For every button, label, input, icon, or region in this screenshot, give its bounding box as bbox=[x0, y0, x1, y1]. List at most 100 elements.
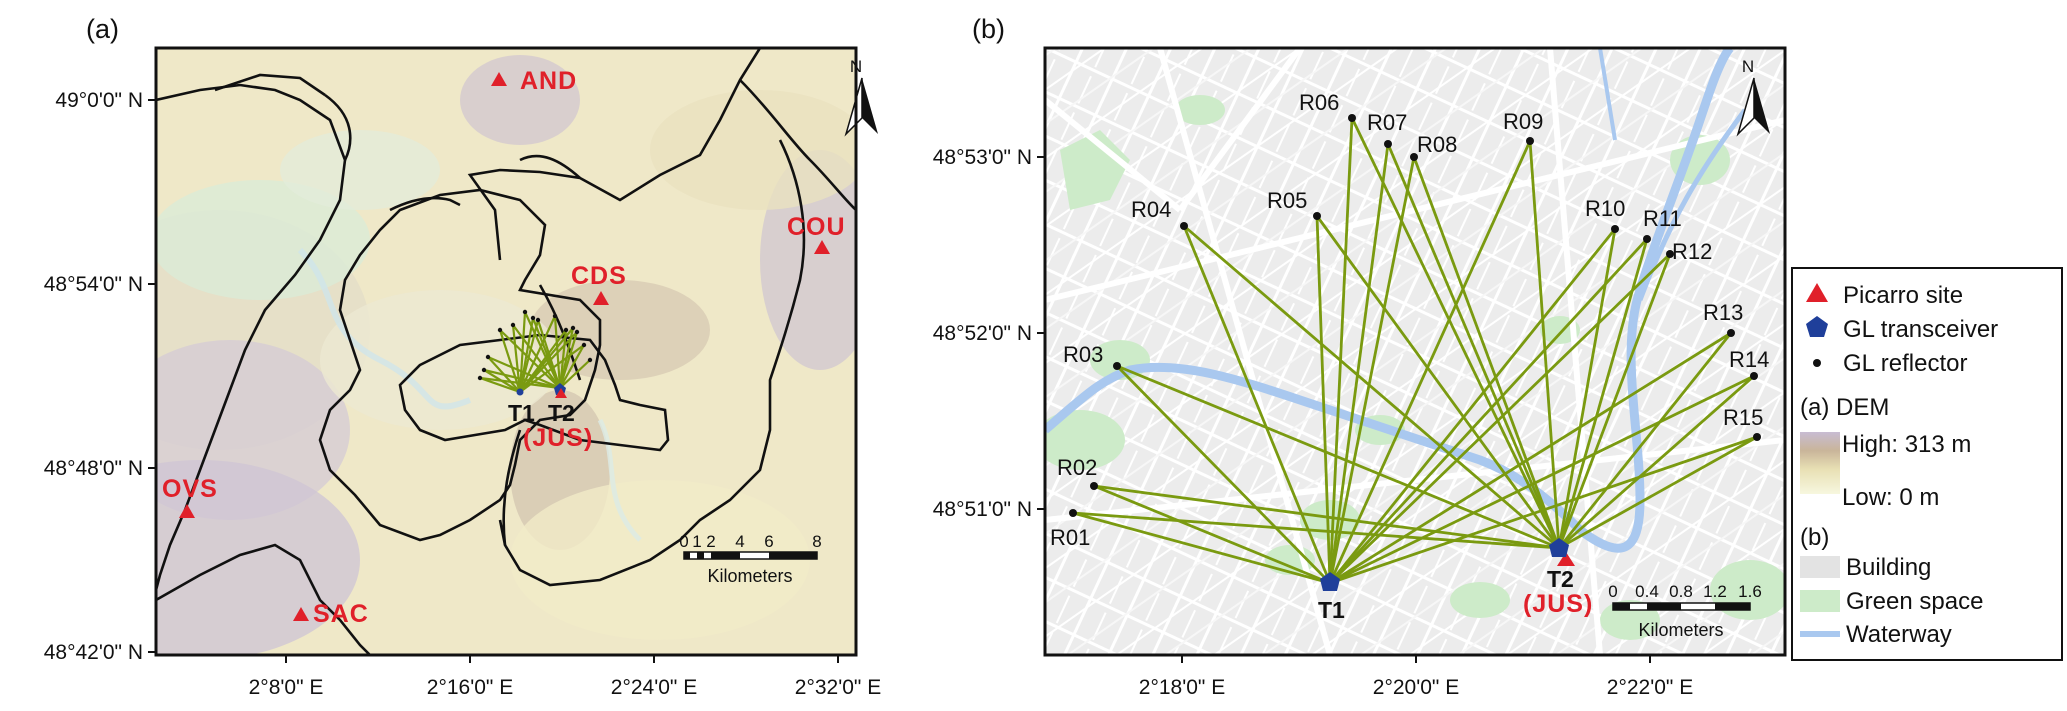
t1-marker bbox=[1320, 572, 1340, 591]
reflector-r10 bbox=[1611, 225, 1619, 233]
reflector-r15 bbox=[1753, 433, 1761, 441]
legend-dem-high: High: 313 m bbox=[1842, 431, 1971, 458]
north-label-b: N bbox=[1742, 57, 1754, 76]
reflector-r08 bbox=[1410, 153, 1418, 161]
reflector-r03 bbox=[1113, 362, 1121, 370]
reflector-dots bbox=[1069, 114, 1761, 517]
legend-b-title: (b) bbox=[1800, 524, 1829, 551]
legend-green: Green space bbox=[1846, 588, 1983, 615]
reflector-r14 bbox=[1750, 372, 1758, 380]
svg-text:6: 6 bbox=[764, 532, 773, 551]
cou-marker bbox=[814, 240, 830, 254]
reflector-r11 bbox=[1643, 235, 1651, 243]
site-sac: SAC bbox=[313, 600, 369, 628]
label-r03: R03 bbox=[1063, 342, 1103, 367]
cds-marker bbox=[593, 291, 609, 305]
reflector-r12 bbox=[1666, 250, 1674, 258]
site-cou: COU bbox=[787, 213, 846, 241]
label-r04: R04 bbox=[1131, 197, 1171, 222]
reflector-r09 bbox=[1526, 137, 1534, 145]
dem-map bbox=[156, 48, 856, 655]
t2-label-b: T2 bbox=[1547, 566, 1574, 592]
svg-text:0: 0 bbox=[679, 532, 688, 551]
label-r12: R12 bbox=[1672, 239, 1712, 264]
lat-tick-b-0: 48°53'0" N bbox=[933, 146, 1032, 169]
label-r07: R07 bbox=[1367, 110, 1407, 135]
lat-tick-b-1: 48°52'0" N bbox=[933, 322, 1032, 345]
lat-tick-a-2: 48°48'0" N bbox=[44, 457, 143, 480]
svg-text:2: 2 bbox=[706, 532, 715, 551]
svg-text:1: 1 bbox=[692, 532, 701, 551]
reflectors-mini bbox=[477, 309, 593, 381]
label-r06: R06 bbox=[1299, 90, 1339, 115]
legend-building-swatch bbox=[1800, 556, 1840, 578]
panel-b: (b) bbox=[933, 14, 1787, 699]
site-ovs: OVS bbox=[162, 475, 218, 503]
legend-reflector: GL reflector bbox=[1843, 350, 1968, 377]
lon-tick-a-0: 2°8'0" E bbox=[249, 676, 324, 699]
reflector-r13 bbox=[1727, 329, 1735, 337]
north-arrow-b: N bbox=[1736, 57, 1770, 137]
label-r15: R15 bbox=[1723, 405, 1763, 430]
label-r10: R10 bbox=[1585, 196, 1625, 221]
label-r13: R13 bbox=[1703, 300, 1743, 325]
scale-bar-b: 0 0.4 0.8 1.2 1.6 Kilometers bbox=[1608, 582, 1762, 640]
label-r14: R14 bbox=[1729, 347, 1769, 372]
label-r05: R05 bbox=[1267, 188, 1307, 213]
lon-tick-a-1: 2°16'0" E bbox=[427, 676, 513, 699]
jus-label-a: (JUS) bbox=[523, 424, 593, 452]
svg-text:1.2: 1.2 bbox=[1703, 582, 1727, 601]
lon-tick-a-2: 2°24'0" E bbox=[611, 676, 697, 699]
legend-waterway: Waterway bbox=[1846, 621, 1952, 648]
panel-a-frame bbox=[154, 46, 858, 657]
reflector-r07 bbox=[1384, 140, 1392, 148]
t2-label-a: T2 bbox=[548, 400, 575, 426]
legend-dem-low: Low: 0 m bbox=[1842, 484, 1939, 511]
reflector-r04 bbox=[1180, 222, 1188, 230]
svg-text:1.6: 1.6 bbox=[1738, 582, 1762, 601]
label-r09: R09 bbox=[1503, 109, 1543, 134]
reflector-r02 bbox=[1090, 482, 1098, 490]
label-r01: R01 bbox=[1050, 525, 1090, 550]
legend-dem-title: (a) DEM bbox=[1800, 394, 1889, 421]
lon-tick-a-3: 2°32'0" E bbox=[795, 676, 881, 699]
legend-transceiver-icon bbox=[1806, 316, 1828, 337]
legend-green-swatch bbox=[1800, 590, 1840, 612]
label-r11: R11 bbox=[1643, 206, 1682, 231]
scale-unit-a: Kilometers bbox=[707, 566, 792, 586]
reflector-r01 bbox=[1069, 509, 1077, 517]
panel-a: (a) bbox=[44, 14, 881, 699]
legend-building: Building bbox=[1846, 554, 1931, 581]
lat-tick-a-3: 48°42'0" N bbox=[44, 641, 143, 664]
site-and: AND bbox=[520, 67, 577, 95]
legend-picarro-icon bbox=[1806, 283, 1828, 302]
jus-marker bbox=[1557, 552, 1575, 566]
lon-tick-b-2: 2°22'0" E bbox=[1607, 676, 1693, 699]
boundaries bbox=[156, 48, 856, 655]
legend-transceiver: GL transceiver bbox=[1843, 316, 1998, 343]
svg-text:4: 4 bbox=[735, 532, 744, 551]
city-map bbox=[1045, 48, 1785, 655]
legend-picarro: Picarro site bbox=[1843, 282, 1963, 309]
lat-tick-b-2: 48°51'0" N bbox=[933, 498, 1032, 521]
t2-marker bbox=[1549, 538, 1569, 557]
and-marker bbox=[491, 72, 507, 86]
svg-text:0.8: 0.8 bbox=[1669, 582, 1693, 601]
label-r08: R08 bbox=[1417, 132, 1457, 157]
beams-mini bbox=[479, 311, 591, 394]
legend-reflector-icon bbox=[1813, 359, 1821, 367]
panel-b-label: (b) bbox=[972, 14, 1005, 44]
panel-a-label: (a) bbox=[86, 14, 119, 44]
svg-text:0.4: 0.4 bbox=[1635, 582, 1659, 601]
t1-label-b: T1 bbox=[1318, 597, 1345, 623]
legend-dem-ramp bbox=[1800, 432, 1840, 494]
site-cds: CDS bbox=[571, 262, 627, 290]
svg-text:8: 8 bbox=[812, 532, 821, 551]
lon-tick-b-0: 2°18'0" E bbox=[1139, 676, 1225, 699]
legend: Picarro site GL transceiver GL reflector… bbox=[1791, 267, 2063, 661]
reflector-r06 bbox=[1348, 114, 1356, 122]
reflector-r05 bbox=[1313, 212, 1321, 220]
jus-label-b: (JUS) bbox=[1523, 590, 1593, 618]
lon-tick-b-1: 2°20'0" E bbox=[1373, 676, 1459, 699]
